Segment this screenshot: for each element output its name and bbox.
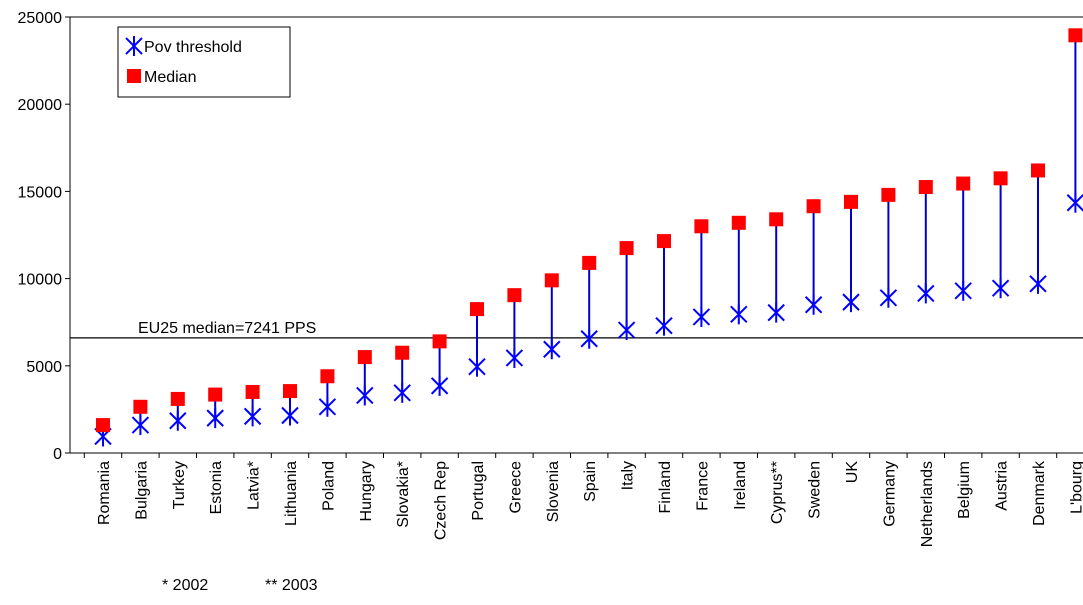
median-marker [432, 334, 447, 349]
median-marker [844, 194, 858, 209]
y-tick-label: 15000 [18, 184, 63, 201]
x-tick-label: Lithuania [283, 461, 300, 526]
median-marker [694, 219, 709, 234]
pov-marker [991, 278, 1010, 299]
median-marker [1068, 28, 1083, 43]
median-marker [806, 199, 821, 214]
x-tick-label: Estonia [208, 461, 225, 514]
x-tick-label: Sweden [807, 461, 824, 519]
median-marker [918, 180, 933, 195]
y-tick-label: 5000 [26, 359, 62, 376]
median-marker [956, 176, 971, 191]
x-tick-label: Hungary [358, 461, 375, 521]
x-tick-label: Netherlands [919, 461, 936, 547]
pov-marker [580, 328, 598, 349]
y-tick-label: 0 [53, 446, 62, 463]
median-marker [470, 302, 484, 317]
median-marker [320, 369, 335, 384]
pov-marker [206, 408, 224, 429]
legend-marker [125, 36, 143, 56]
x-tick-label: Denmark [1031, 460, 1048, 526]
x-tick-label: Belgium [956, 461, 973, 519]
median-marker [657, 234, 671, 249]
x-tick-label: Greece [507, 461, 524, 514]
pov-marker [730, 304, 748, 325]
median-marker [731, 215, 746, 230]
legend-box [117, 26, 291, 98]
x-tick-label: France [694, 461, 711, 511]
pov-marker [954, 280, 972, 301]
x-tick-label: UK [844, 461, 861, 484]
median-marker [245, 384, 260, 399]
x-tick-label: L'bourg [1068, 461, 1083, 514]
pov-marker [393, 382, 411, 403]
median-marker [507, 288, 522, 303]
y-tick-label: 10000 [18, 272, 63, 289]
pov-marker [767, 302, 785, 323]
x-tick-label: Italy [620, 461, 637, 490]
pov-marker [356, 385, 374, 406]
pov-marker [1029, 273, 1047, 294]
x-tick-label: Finland [657, 461, 674, 513]
median-marker [769, 212, 784, 227]
x-tick-label: Romania [96, 461, 113, 525]
median-marker [283, 384, 297, 399]
x-tick-label: Austria [994, 461, 1011, 511]
x-tick-label: Germany [881, 461, 898, 527]
x-tick-label: Slovakia* [395, 461, 412, 528]
pov-marker [692, 306, 711, 327]
pov-marker [505, 347, 524, 368]
pov-marker [169, 410, 187, 431]
pov-marker [917, 283, 935, 304]
pov-marker [430, 375, 449, 396]
x-tick-label: Latvia* [246, 461, 263, 510]
median-marker [993, 171, 1008, 186]
median-marker [544, 273, 559, 288]
x-tick-label: Cyprus** [769, 461, 786, 524]
x-tick-label: Spain [582, 461, 599, 502]
footnote: ** 2003 [265, 577, 318, 594]
x-tick-label: Poland [320, 461, 337, 511]
legend-label: Median [144, 69, 196, 86]
pov-marker [543, 339, 561, 360]
x-tick-label: Turkey [171, 461, 188, 509]
median-marker [170, 391, 185, 406]
median-marker [619, 241, 634, 256]
pov-marker [318, 396, 337, 417]
median-marker [1031, 163, 1045, 178]
median-marker [133, 399, 148, 414]
pov-marker [879, 287, 898, 308]
median-marker [881, 187, 896, 202]
median-marker [357, 350, 372, 365]
pov-marker [804, 294, 823, 315]
median-marker [96, 418, 110, 433]
footnote: * 2002 [162, 577, 208, 594]
x-tick-label: Czech Rep [433, 461, 450, 540]
pov-marker [468, 356, 486, 377]
x-tick-label: Slovenia [545, 461, 562, 522]
median-marker [582, 255, 597, 270]
pov-marker [617, 320, 636, 341]
median-marker [208, 387, 223, 402]
pov-marker [655, 315, 673, 336]
x-tick-label: Portugal [470, 461, 487, 521]
median-marker [395, 345, 410, 360]
pov-marker [131, 415, 150, 436]
x-tick-label: Ireland [732, 461, 749, 510]
y-tick-label: 25000 [18, 10, 63, 27]
pov-marker [281, 405, 299, 426]
x-tick-label: Bulgaria [133, 461, 150, 520]
pov-marker [1066, 192, 1083, 213]
y-tick-label: 20000 [18, 97, 63, 114]
legend-marker [127, 69, 141, 83]
reference-label: EU25 median=7241 PPS [138, 320, 316, 337]
pov-marker [243, 406, 262, 427]
pov-marker [842, 292, 860, 313]
legend-label: Pov threshold [144, 39, 242, 56]
